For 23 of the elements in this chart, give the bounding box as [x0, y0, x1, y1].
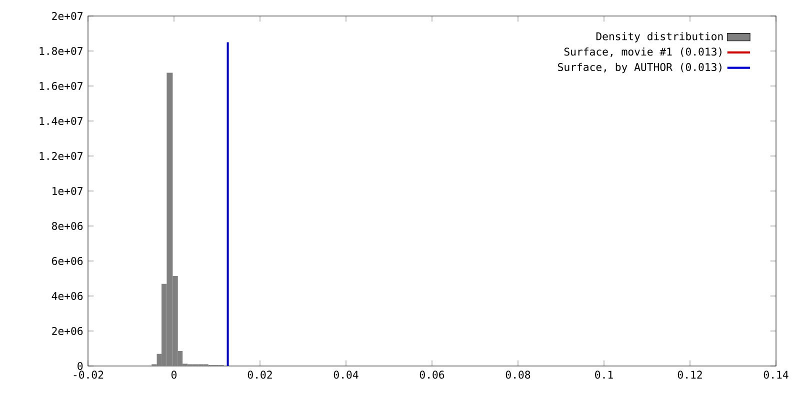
y-tick-label: 2e+07 — [52, 12, 83, 20]
y-tick-label: 4e+06 — [52, 292, 83, 300]
x-tick-label: 0.06 — [420, 370, 444, 379]
y-tick-label: 1.4e+07 — [40, 116, 83, 126]
x-tick-label: 0.04 — [334, 370, 358, 379]
y-tick-label: 1.6e+07 — [40, 82, 83, 90]
x-tick-label: 0.02 — [248, 370, 272, 379]
y-tick-label: 2e+06 — [52, 326, 83, 336]
x-tick-label: 0.1 — [595, 370, 613, 379]
legend-label: Surface, movie #1 (0.013) — [564, 47, 722, 58]
x-tick-label: 0.14 — [764, 370, 788, 379]
x-tick-label: 0.08 — [506, 370, 530, 379]
y-tick-label: 0 — [78, 362, 83, 370]
legend-label: Surface, by AUTHOR (0.013) — [558, 62, 722, 74]
y-tick-label: 1.2e+07 — [40, 152, 83, 160]
y-tick-label: 8e+06 — [52, 222, 83, 230]
y-tick-label: 1e+07 — [52, 186, 83, 196]
legend-label: Density distribution — [596, 32, 723, 42]
x-tick-label: -0.02 — [74, 370, 104, 379]
x-tick-label: 0.12 — [678, 370, 702, 379]
y-tick-label: 6e+06 — [52, 256, 83, 266]
x-tick-label: 0 — [171, 370, 177, 379]
y-tick-label: 1.8e+07 — [40, 46, 83, 56]
